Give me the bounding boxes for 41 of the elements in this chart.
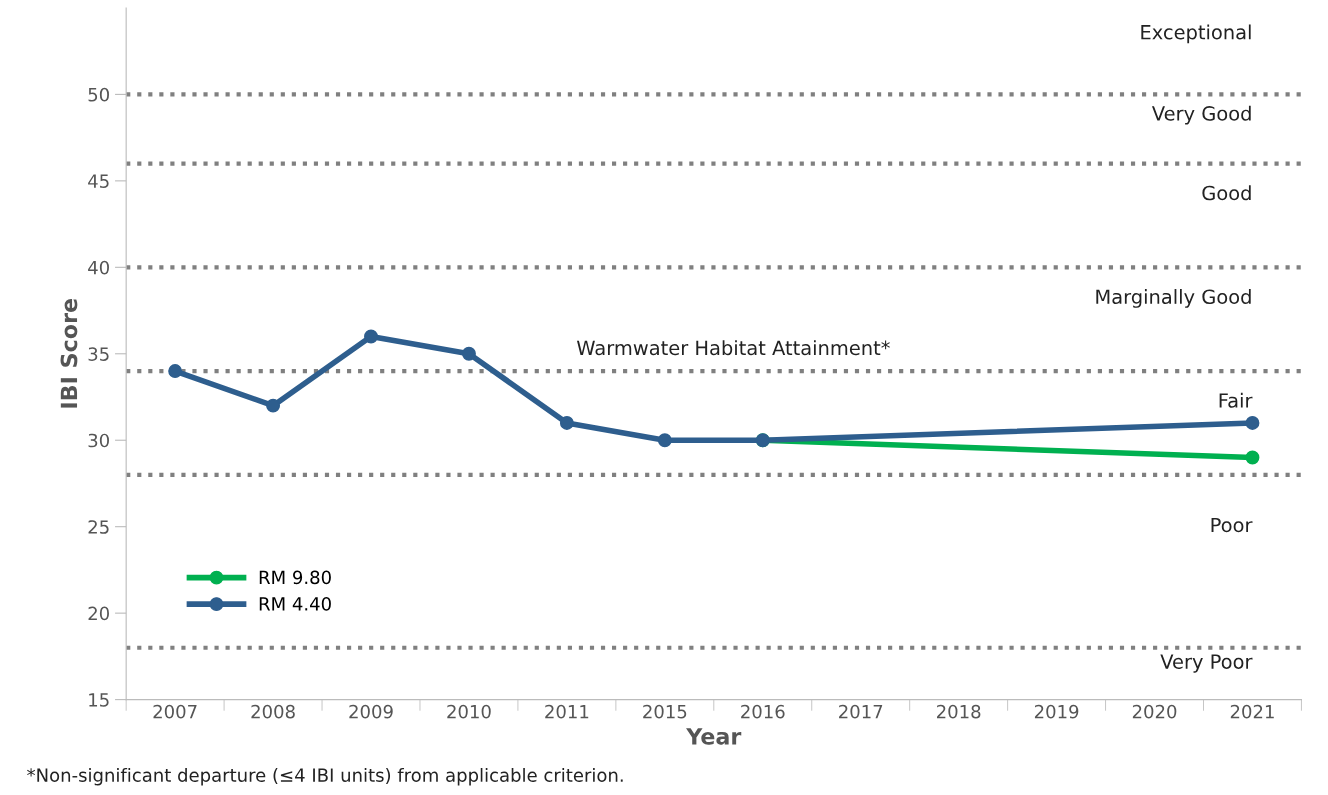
x-tick-label: 2008 <box>251 704 295 719</box>
point <box>364 329 378 344</box>
y-tick-label: 25 <box>88 520 109 534</box>
annotation: Very Good <box>1151 105 1251 125</box>
x-tick-label: 2011 <box>545 704 589 719</box>
point <box>462 346 476 361</box>
x-tick-label: 2018 <box>937 704 981 719</box>
annotation: Fair <box>1219 392 1253 408</box>
ref-line-label: Warmwater Habitat Attainment* <box>576 340 890 356</box>
x-tick-label: 2020 <box>1132 704 1177 719</box>
y-tick-label: 45 <box>88 174 109 188</box>
point <box>1245 415 1260 430</box>
x-tick-label: 2007 <box>153 704 197 719</box>
annotation: Marginally Good <box>1096 289 1251 308</box>
y-tick-label: 35 <box>88 347 109 361</box>
x-tick-label: 2010 <box>447 704 491 719</box>
x-tick-label: 2015 <box>643 704 687 719</box>
annotation: Poor <box>1211 517 1253 533</box>
y-axis-title: IBI Score <box>60 299 78 408</box>
legend-label: RM 4.40 <box>259 597 331 611</box>
annotation: Very Poor <box>1160 654 1253 673</box>
y-tick-label: 50 <box>88 87 109 102</box>
point <box>266 398 281 413</box>
text: *Non-significant departure (≤4 IBI units) from applicable criterion. <box>27 767 623 786</box>
x-tick-label: 2021 <box>1230 704 1274 719</box>
x-tick-label: 2017 <box>839 704 883 719</box>
y-tick-label: 15 <box>89 693 109 707</box>
annotation: Good <box>1202 185 1251 201</box>
legend-label: RM 9.80 <box>259 570 331 585</box>
point <box>559 415 574 430</box>
point <box>1245 450 1260 465</box>
x-tick-label: 2009 <box>349 704 393 719</box>
point <box>168 364 183 379</box>
x-tick-label: 2019 <box>1034 704 1079 719</box>
annotation: Exceptional <box>1141 24 1251 44</box>
y-tick-label: 30 <box>88 433 109 448</box>
point <box>657 433 672 448</box>
x-axis-title: Year <box>686 728 742 745</box>
y-tick-label: 20 <box>88 606 109 621</box>
y-tick-label: 40 <box>88 260 109 275</box>
x-tick-label: 2016 <box>741 704 785 719</box>
